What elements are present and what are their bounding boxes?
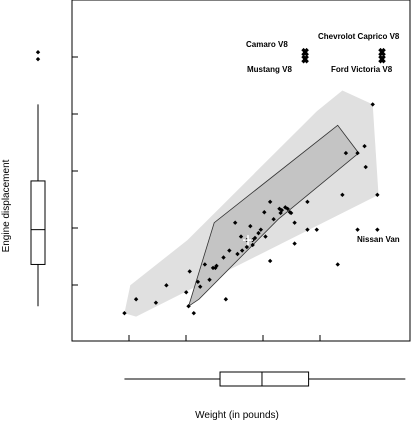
data-point-42 (335, 262, 340, 267)
y-axis-title: Engine displacement (1, 159, 12, 252)
y-box-iqr (30, 180, 46, 265)
data-point-21 (271, 217, 276, 222)
data-points (122, 102, 380, 316)
data-point-5 (184, 290, 189, 295)
outlier-point-4 (375, 227, 380, 232)
depth-median-marker (242, 235, 253, 246)
data-point-46 (370, 102, 375, 107)
outlier-label-nissan-van: Nissan Van (357, 235, 400, 244)
x-axis-ticks (128, 335, 321, 341)
data-point-28 (314, 227, 319, 232)
data-point-47 (375, 192, 380, 198)
data-point-35 (238, 234, 244, 239)
data-point-10 (223, 297, 229, 302)
data-point-51 (263, 234, 268, 239)
x-marginal-boxplot (124, 371, 406, 387)
outlier-point-3 (378, 54, 386, 64)
y-axis-ticks (72, 56, 78, 286)
data-point-4 (187, 269, 192, 274)
data-point-37 (248, 223, 253, 229)
data-point-52 (287, 210, 293, 215)
data-point-33 (250, 242, 255, 248)
data-point-13 (191, 310, 196, 316)
data-point-29 (277, 206, 282, 211)
data-point-17 (239, 248, 245, 253)
data-point-55 (213, 265, 218, 271)
y-box-outlier-0 (35, 49, 41, 55)
data-point-6 (195, 279, 201, 285)
data-point-41 (343, 150, 349, 156)
data-point-15 (207, 277, 212, 282)
data-point-2 (153, 300, 159, 305)
data-point-24 (278, 210, 283, 216)
data-point-48 (355, 227, 360, 232)
data-point-49 (227, 248, 232, 253)
data-point-8 (210, 265, 216, 271)
data-point-53 (292, 241, 297, 246)
data-point-11 (267, 258, 273, 264)
y-marginal-boxplot (30, 49, 46, 307)
data-point-9 (235, 251, 240, 257)
data-point-38 (252, 235, 258, 241)
data-point-19 (258, 227, 264, 232)
outlier-label-ford-victoria: Ford Victoria V8 (331, 65, 393, 74)
data-point-39 (221, 255, 226, 260)
outlier-points (301, 47, 386, 232)
data-point-32 (256, 230, 261, 236)
data-point-0 (122, 310, 127, 316)
outlier-point-1 (301, 54, 309, 64)
data-point-31 (262, 210, 267, 215)
outlier-label-mustang: Mustang V8 (247, 65, 292, 74)
outlier-point-0 (301, 47, 309, 57)
data-point-43 (355, 150, 360, 156)
x-axis-title: Weight (in pounds) (195, 410, 279, 421)
data-point-45 (362, 143, 367, 149)
y-box-outlier-1 (35, 56, 41, 62)
data-point-30 (283, 205, 288, 210)
x-box-iqr (219, 371, 310, 387)
data-point-50 (244, 244, 250, 250)
data-point-14 (198, 284, 203, 289)
outlier-label-caprice: Chevrolot Caprico V8 (318, 32, 400, 41)
outlier-point-2 (378, 47, 386, 57)
data-point-3 (164, 283, 169, 288)
data-point-12 (186, 304, 191, 309)
data-point-27 (305, 227, 310, 232)
outlier-label-camaro: Camaro V8 (246, 40, 288, 49)
data-point-20 (267, 199, 273, 205)
data-point-26 (292, 220, 297, 225)
data-point-44 (363, 164, 368, 170)
data-point-23 (285, 206, 290, 211)
data-point-7 (202, 262, 208, 267)
data-point-1 (133, 297, 139, 302)
data-point-54 (305, 199, 310, 205)
data-point-36 (232, 220, 238, 225)
data-point-40 (340, 192, 345, 198)
